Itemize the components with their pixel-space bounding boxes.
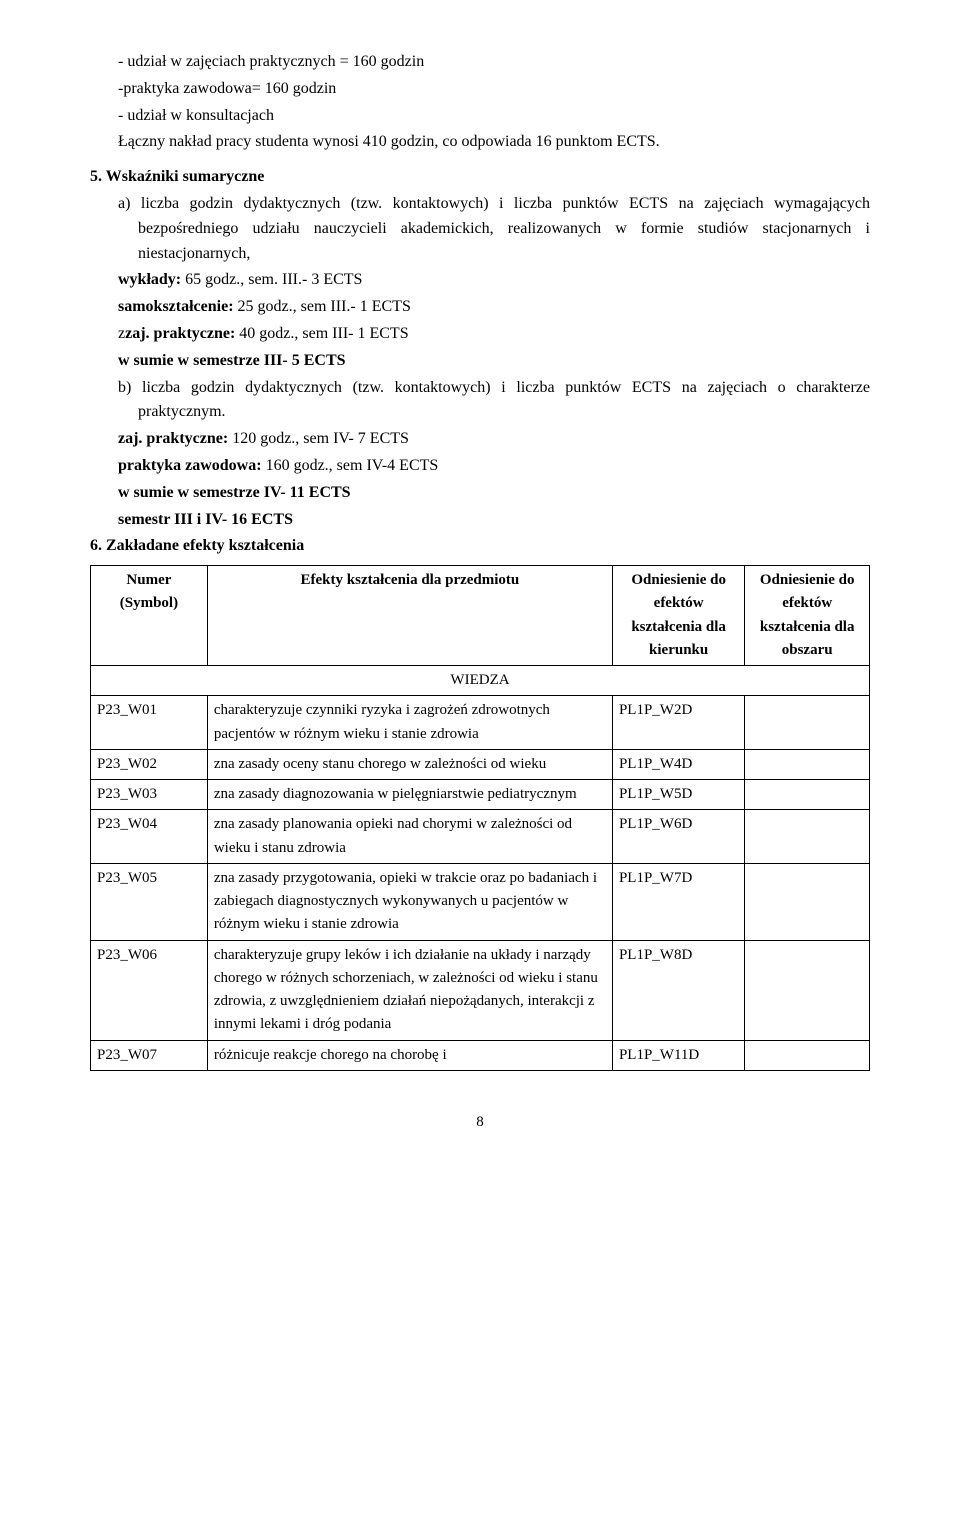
cell-num: P23_W02 bbox=[91, 749, 208, 779]
cell-obs bbox=[745, 940, 870, 1040]
line-practical-hours: - udział w zajęciach praktycznych = 160 … bbox=[90, 50, 870, 75]
cell-eff: charakteryzuje grupy leków i ich działan… bbox=[207, 940, 612, 1040]
table-row: P23_W05zna zasady przygotowania, opieki … bbox=[91, 863, 870, 940]
table-row: P23_W03zna zasady diagnozowania w pielęg… bbox=[91, 780, 870, 810]
section-6-heading: 6. Zakładane efekty kształcenia bbox=[90, 534, 870, 559]
cell-obs bbox=[745, 1040, 870, 1070]
value-self-study: 25 godz., sem III.- 1 ECTS bbox=[234, 298, 411, 315]
value-practical: 40 godz., sem III- 1 ECTS bbox=[235, 325, 408, 342]
cell-kier: PL1P_W7D bbox=[612, 863, 744, 940]
cell-eff: różnicuje reakcje chorego na chorobę i bbox=[207, 1040, 612, 1070]
cell-kier: PL1P_W2D bbox=[612, 696, 744, 750]
cell-eff: zna zasady diagnozowania w pielęgniarstw… bbox=[207, 780, 612, 810]
label-practical: zaj. praktyczne: bbox=[125, 325, 235, 342]
cell-obs bbox=[745, 810, 870, 864]
header-effects: Efekty kształcenia dla przedmiotu bbox=[207, 566, 612, 666]
cell-obs bbox=[745, 749, 870, 779]
header-direction: Odniesienie do efektów kształcenia dla k… bbox=[612, 566, 744, 666]
table-row: P23_W01charakteryzuje czynniki ryzyka i … bbox=[91, 696, 870, 750]
line-consultations: - udział w konsultacjach bbox=[90, 104, 870, 129]
page-number: 8 bbox=[90, 1111, 870, 1134]
table-header-row: Numer (Symbol) Efekty kształcenia dla pr… bbox=[91, 566, 870, 666]
line-sum-sem4: w sumie w semestrze IV- 11 ECTS bbox=[90, 481, 870, 506]
label-practical-b: zaj. praktyczne: bbox=[118, 430, 228, 447]
line-a-description: a) liczba godzin dydaktycznych (tzw. kon… bbox=[90, 192, 870, 266]
cell-kier: PL1P_W5D bbox=[612, 780, 744, 810]
label-prof-practice-b: praktyka zawodowa: bbox=[118, 457, 266, 474]
cell-eff: zna zasady przygotowania, opieki w trakc… bbox=[207, 863, 612, 940]
cell-num: P23_W05 bbox=[91, 863, 208, 940]
header-number: Numer (Symbol) bbox=[91, 566, 208, 666]
cell-kier: PL1P_W8D bbox=[612, 940, 744, 1040]
section-label: WIEDZA bbox=[91, 666, 870, 696]
cell-obs bbox=[745, 696, 870, 750]
cell-num: P23_W04 bbox=[91, 810, 208, 864]
label-self-study: samokształcenie: bbox=[118, 298, 234, 315]
effects-table: Numer (Symbol) Efekty kształcenia dla pr… bbox=[90, 565, 870, 1071]
line-practical-b: zaj. praktyczne: 120 godz., sem IV- 7 EC… bbox=[90, 427, 870, 452]
line-lectures: wykłady: 65 godz., sem. III.- 3 ECTS bbox=[90, 268, 870, 293]
table-row: P23_W06charakteryzuje grupy leków i ich … bbox=[91, 940, 870, 1040]
cell-eff: zna zasady oceny stanu chorego w zależno… bbox=[207, 749, 612, 779]
line-professional-practice: -praktyka zawodowa= 160 godzin bbox=[90, 77, 870, 102]
table-row: P23_W07różnicuje reakcje chorego na chor… bbox=[91, 1040, 870, 1070]
line-self-study: samokształcenie: 25 godz., sem III.- 1 E… bbox=[90, 295, 870, 320]
header-area: Odniesienie do efektów kształcenia dla o… bbox=[745, 566, 870, 666]
value-prof-practice-b: 160 godz., sem IV-4 ECTS bbox=[266, 457, 439, 474]
value-lectures: 65 godz., sem. III.- 3 ECTS bbox=[181, 271, 362, 288]
cell-num: P23_W03 bbox=[91, 780, 208, 810]
line-sem-total: semestr III i IV- 16 ECTS bbox=[90, 508, 870, 533]
cell-obs bbox=[745, 863, 870, 940]
cell-kier: PL1P_W4D bbox=[612, 749, 744, 779]
table-row: P23_W02zna zasady oceny stanu chorego w … bbox=[91, 749, 870, 779]
cell-num: P23_W07 bbox=[91, 1040, 208, 1070]
label-lectures: wykłady: bbox=[118, 271, 181, 288]
line-b-description: b) liczba godzin dydaktycznych (tzw. kon… bbox=[90, 376, 870, 426]
line-total-workload: Łączny nakład pracy studenta wynosi 410 … bbox=[90, 130, 870, 155]
line-prof-practice-b: praktyka zawodowa: 160 godz., sem IV-4 E… bbox=[90, 454, 870, 479]
table-row: P23_W04zna zasady planowania opieki nad … bbox=[91, 810, 870, 864]
section-5-heading: 5. Wskaźniki sumaryczne bbox=[90, 165, 870, 190]
cell-num: P23_W06 bbox=[91, 940, 208, 1040]
cell-obs bbox=[745, 780, 870, 810]
cell-eff: zna zasady planowania opieki nad chorymi… bbox=[207, 810, 612, 864]
cell-eff: charakteryzuje czynniki ryzyka i zagroże… bbox=[207, 696, 612, 750]
cell-kier: PL1P_W6D bbox=[612, 810, 744, 864]
section-row-wiedza: WIEDZA bbox=[91, 666, 870, 696]
value-practical-b: 120 godz., sem IV- 7 ECTS bbox=[228, 430, 409, 447]
line-practical-classes: zzaj. praktyczne: 40 godz., sem III- 1 E… bbox=[90, 322, 870, 347]
line-sum-sem3: w sumie w semestrze III- 5 ECTS bbox=[90, 349, 870, 374]
cell-kier: PL1P_W11D bbox=[612, 1040, 744, 1070]
cell-num: P23_W01 bbox=[91, 696, 208, 750]
